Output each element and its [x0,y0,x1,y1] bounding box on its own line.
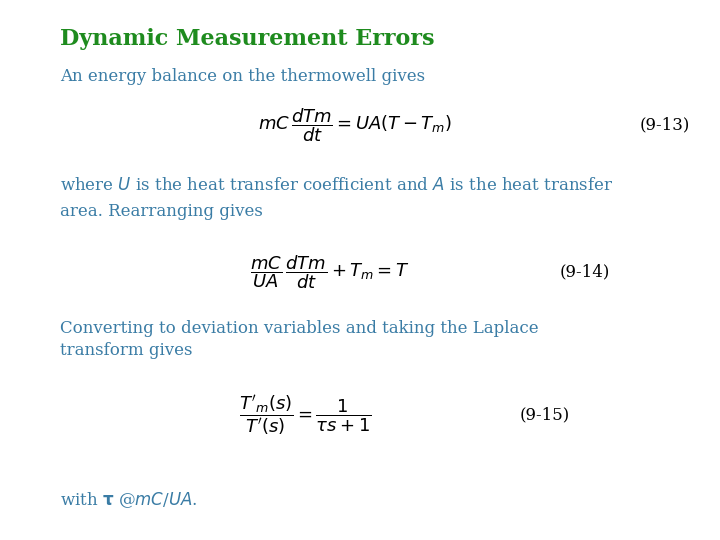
Text: An energy balance on the thermowell gives: An energy balance on the thermowell give… [60,68,425,85]
Text: area. Rearranging gives: area. Rearranging gives [60,203,263,220]
Text: with $\mathbf{\tau}$ @$\mathit{mC}$/$\mathit{UA}$.: with $\mathbf{\tau}$ @$\mathit{mC}$/$\ma… [60,490,197,510]
Text: (9-15): (9-15) [520,407,570,423]
Text: (9-14): (9-14) [560,264,611,280]
Text: where $\mathit{U}$ is the heat transfer coefficient and $\mathit{A}$ is the heat: where $\mathit{U}$ is the heat transfer … [60,177,613,194]
Text: $mC\,\dfrac{dTm}{dt} = UA\left(T - T_m\right)$: $mC\,\dfrac{dTm}{dt} = UA\left(T - T_m\r… [258,106,452,144]
Text: (9-13): (9-13) [640,117,690,133]
Text: $\dfrac{T'_m(s)}{T'(s)} = \dfrac{1}{\tau s + 1}$: $\dfrac{T'_m(s)}{T'(s)} = \dfrac{1}{\tau… [238,393,372,437]
Text: $\dfrac{mC}{UA}\,\dfrac{dTm}{dt} + T_m = T$: $\dfrac{mC}{UA}\,\dfrac{dTm}{dt} + T_m =… [250,253,410,291]
Text: Dynamic Measurement Errors: Dynamic Measurement Errors [60,28,434,50]
Text: Converting to deviation variables and taking the Laplace: Converting to deviation variables and ta… [60,320,539,337]
Text: transform gives: transform gives [60,342,192,359]
